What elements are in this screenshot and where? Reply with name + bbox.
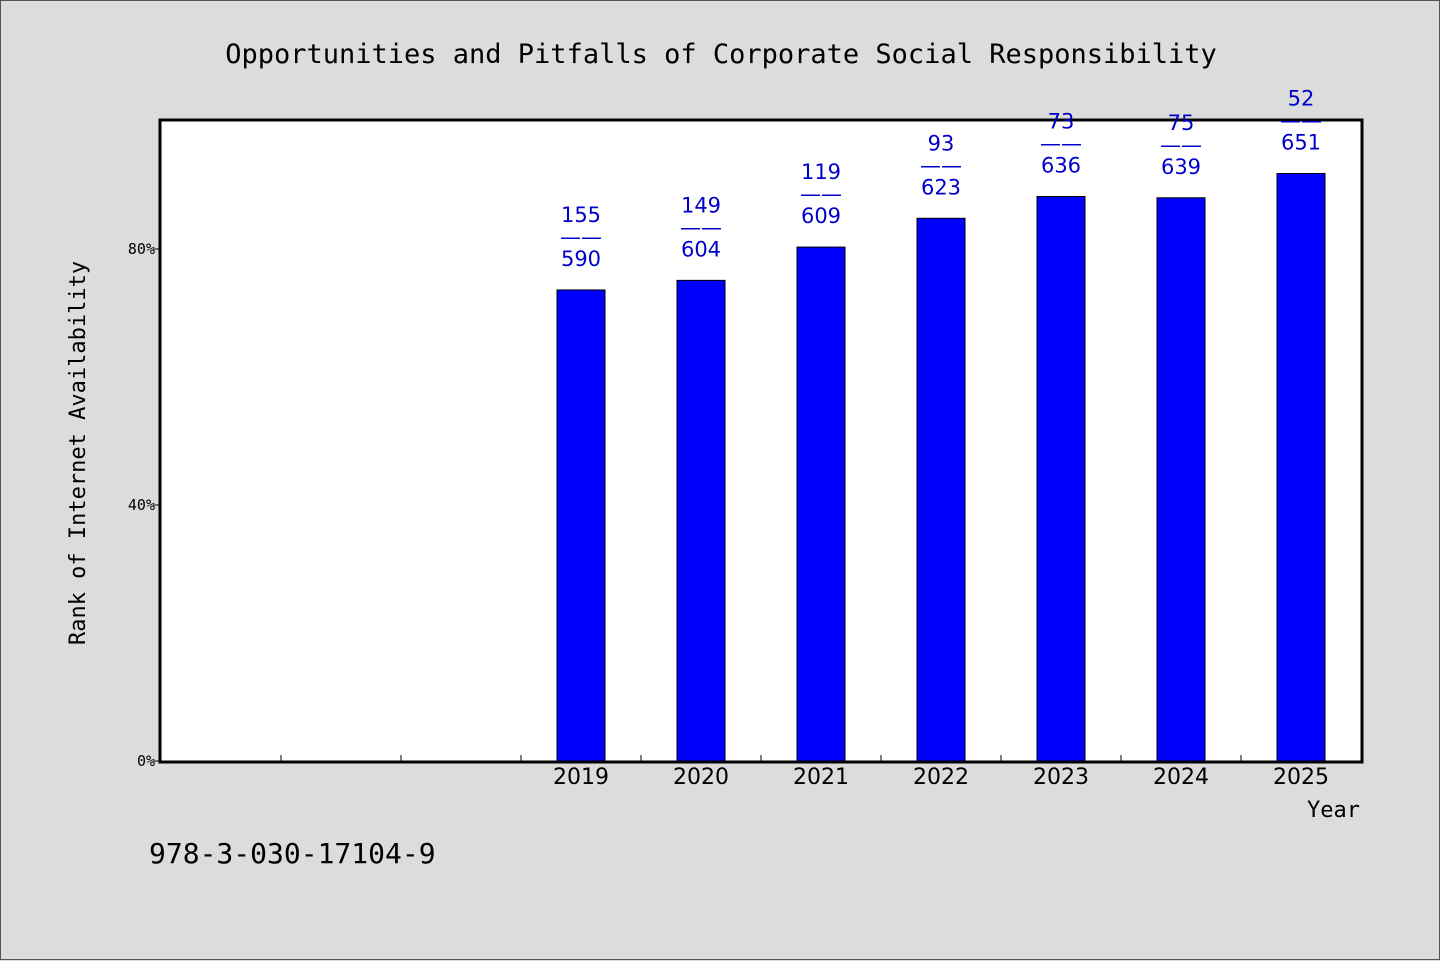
x-tick-label: 2020: [673, 765, 729, 790]
y-axis-label: Rank of Internet Availability: [66, 261, 91, 645]
data-label-bottom: 639: [1161, 155, 1201, 179]
data-label-top: 93: [928, 131, 955, 155]
data-label-top: 73: [1048, 110, 1075, 134]
isbn-text: 978-3-030-17104-9: [149, 837, 436, 870]
bars: [556, 172, 1326, 762]
bar: [916, 217, 966, 762]
x-tick-label: 2022: [913, 765, 969, 790]
x-tick-label: 2019: [553, 765, 609, 790]
data-labels: 155——590149——604119——60993——62373——63675…: [560, 86, 1322, 270]
bar: [556, 289, 606, 762]
bar: [1156, 197, 1206, 762]
x-tick-label: 2024: [1153, 765, 1209, 790]
y-tick-label: 0%: [137, 752, 155, 770]
x-axis-label: Year: [1307, 798, 1360, 823]
data-label-top: 119: [801, 160, 841, 184]
data-label-separator: ——: [800, 182, 842, 206]
y-tick-label: 40%: [128, 496, 155, 514]
chart-title: Opportunities and Pitfalls of Corporate …: [225, 39, 1217, 70]
data-label-separator: ——: [1280, 108, 1322, 132]
data-label-top: 155: [561, 203, 601, 227]
data-label-separator: ——: [680, 215, 722, 239]
bar: [796, 246, 846, 762]
data-label-bottom: 590: [561, 247, 601, 271]
x-tick-label: 2025: [1273, 765, 1329, 790]
data-label-separator: ——: [1160, 133, 1202, 157]
data-label-separator: ——: [1040, 132, 1082, 156]
data-label-top: 52: [1288, 86, 1315, 110]
data-label-bottom: 651: [1281, 130, 1321, 154]
data-label-top: 149: [681, 193, 721, 217]
x-axis-ticks: 2019 2020 2021 2022 2023 2024 2025: [280, 755, 1329, 790]
data-label-separator: ——: [920, 153, 962, 177]
bar: [676, 279, 726, 762]
y-axis-ticks: 0% 40% 80%: [128, 240, 161, 770]
data-label-top: 75: [1168, 111, 1195, 135]
bar: [1276, 172, 1326, 762]
x-tick-label: 2021: [793, 765, 849, 790]
x-tick-label: 2023: [1033, 765, 1089, 790]
data-label-bottom: 623: [921, 175, 961, 199]
data-label-bottom: 609: [801, 204, 841, 228]
y-tick-label: 80%: [128, 240, 155, 258]
data-label-bottom: 604: [681, 237, 721, 261]
bar: [1036, 196, 1086, 762]
data-label-separator: ——: [560, 225, 602, 249]
data-label-bottom: 636: [1041, 154, 1081, 178]
